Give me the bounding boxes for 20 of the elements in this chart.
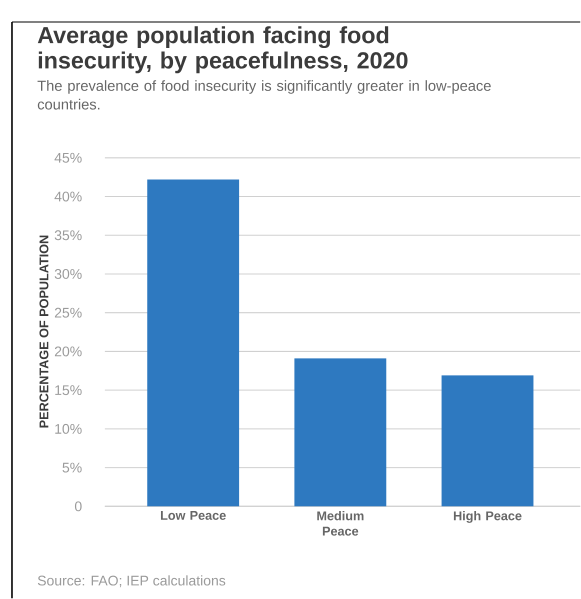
y-tick-label: 30% [54, 269, 82, 279]
bar [442, 375, 534, 506]
y-tick-label: 10% [55, 424, 82, 434]
y-tick-label: 20% [55, 346, 82, 356]
y-tick-label: 0 [75, 501, 82, 512]
chart-subtitle: The prevalence of food insecurity is significantly greater in low-peace countries. [38, 80, 491, 110]
y-tick-label: 40% [54, 192, 82, 202]
y-axis-title: PERCENTAGE OF POPULATION [40, 236, 49, 428]
y-tick-label: 45% [54, 152, 82, 163]
x-tick-label: Low Peace [161, 511, 226, 520]
chart-title: Average population facing food insecurity, by peacefulness, 2020 [38, 26, 408, 74]
x-tick-label: Medium Peace [317, 511, 364, 536]
bar [147, 179, 240, 506]
source-note: Source: FAO; IEP calculations [38, 575, 226, 588]
y-tick-label: 15% [55, 385, 82, 396]
y-tick-label: 25% [55, 308, 82, 318]
x-tick-label: High Peace [454, 511, 522, 523]
bar [294, 358, 386, 506]
y-tick-label: 5% [62, 462, 82, 473]
y-tick-label: 35% [54, 230, 82, 240]
